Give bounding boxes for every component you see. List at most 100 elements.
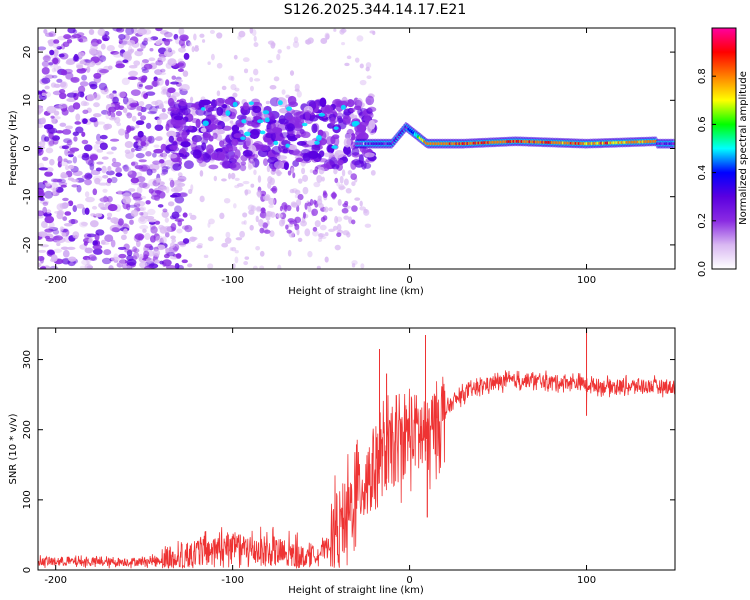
spectrogram-blob [146,136,153,142]
spectrogram-blob [132,246,137,253]
spectrogram-blob [199,33,205,38]
spectrogram-blob [143,37,149,43]
spectrogram-blob [101,156,109,160]
spectrogram-blob [367,106,377,112]
spectrogram-blob [296,129,307,138]
spectrogram-blob [147,218,157,223]
spectrogram-blob [112,157,117,163]
spectrogram-blob [340,104,346,110]
spectrogram-blob [314,166,319,172]
spectrogram-blob [95,229,105,236]
spectrogram-blob [165,79,170,87]
spectrogram-blob [354,197,361,201]
spectrogram-blob [273,76,280,82]
spectrogram-blob [178,38,185,47]
spectrogram-blob [50,115,55,119]
spectrogram-blob [123,164,129,172]
spectrogram-blob [57,155,63,164]
y-tick-label: 10 [22,94,33,107]
spectrogram-blob [311,208,319,217]
spectrogram-blob [163,253,170,259]
spectrogram-blob [99,69,109,74]
spectrogram-blob [360,263,365,269]
spectrogram-blob [60,43,66,50]
spectrogram-blob [241,119,247,124]
spectrogram-blob [207,222,211,228]
spectrogram-blob [201,39,206,43]
spectrogram-blob [72,170,83,177]
spectrogram-blob [333,28,337,32]
spectrogram-blob [294,189,301,195]
spectrogram-blob [286,205,292,212]
spectrogram-blob [51,67,56,73]
spectrogram-blob [351,181,356,187]
spectrogram-blob [187,125,193,131]
spectrogram-blob [84,196,95,203]
spectrogram-blob [44,215,55,224]
spectrogram-blob [276,155,288,160]
spectrogram-blob [328,228,335,233]
spectrogram-blob [95,121,106,125]
spectrogram-blob [161,236,167,244]
spectrogram-blob [102,188,108,193]
spectrogram-blob [221,114,231,122]
spectrogram-blob [283,161,289,171]
spectrogram-blob [168,153,178,159]
colorbar-label: Normalized spectral amplitude [738,71,749,225]
spectrogram-blob [167,201,175,207]
spectrogram-blob [48,221,55,229]
spectrogram-blob [294,216,302,224]
spectrogram-blob [53,116,61,120]
spectrogram-blob [144,232,151,241]
spectrogram-blob [242,180,250,185]
spectrogram-blob [369,30,375,34]
spectrogram-blob [253,169,257,175]
spectrogram-blob [153,148,164,154]
spectrogram-blob [221,85,227,91]
spectrogram-blob [42,206,48,215]
spectrogram-blob [175,253,182,259]
spectrogram-blob [70,76,80,83]
spectrogram-blob [306,140,317,146]
spectrogram-blob [56,203,65,211]
spectrogram-blob [106,212,113,218]
spectrogram-blob [285,224,289,230]
spectrogram-blob [273,140,279,146]
spectrogram-blob [296,141,307,146]
spectrogram-blob [346,55,352,60]
spectrogram-blob [84,263,93,269]
spectrogram-blob [249,224,254,231]
spectrogram-blob [110,146,117,151]
spectrogram-blob [138,253,144,260]
spectrogram-blob [106,94,112,99]
spectrogram-blob [281,89,286,95]
spectrogram-blob [328,207,333,212]
spectrogram-blob [141,59,149,64]
spectrogram-blob [147,111,157,115]
spectrogram-blob [182,212,188,218]
spectrogram-blob [81,131,86,137]
spectrogram-blob [318,166,325,175]
spectrogram-blob [233,203,237,209]
spectrogram-blob [71,184,79,188]
spectrogram-blob [295,157,304,163]
spectrogram-blob [256,206,262,212]
spectrogram-blob [57,178,66,184]
spectrogram-blob [107,203,118,212]
spectrogram-blob [99,142,108,150]
spectrogram-blob [53,49,59,55]
spectrogram-blob [47,140,53,148]
spectrogram-blob [297,193,304,201]
spectrogram-blob [110,176,118,184]
spectrogram-blob [287,170,292,176]
spectrogram-blob [263,229,271,234]
spectrogram-blob [286,115,296,122]
spectrogram-blob [44,182,51,187]
spectrogram-blob [43,53,50,61]
spectrogram-blob [62,197,69,202]
spectrogram-blob [101,35,110,42]
spectrogram-blob [45,225,54,230]
spectrogram-blob [209,29,215,35]
spectrogram-blob [181,35,188,42]
spectrogram-blob [300,220,307,227]
